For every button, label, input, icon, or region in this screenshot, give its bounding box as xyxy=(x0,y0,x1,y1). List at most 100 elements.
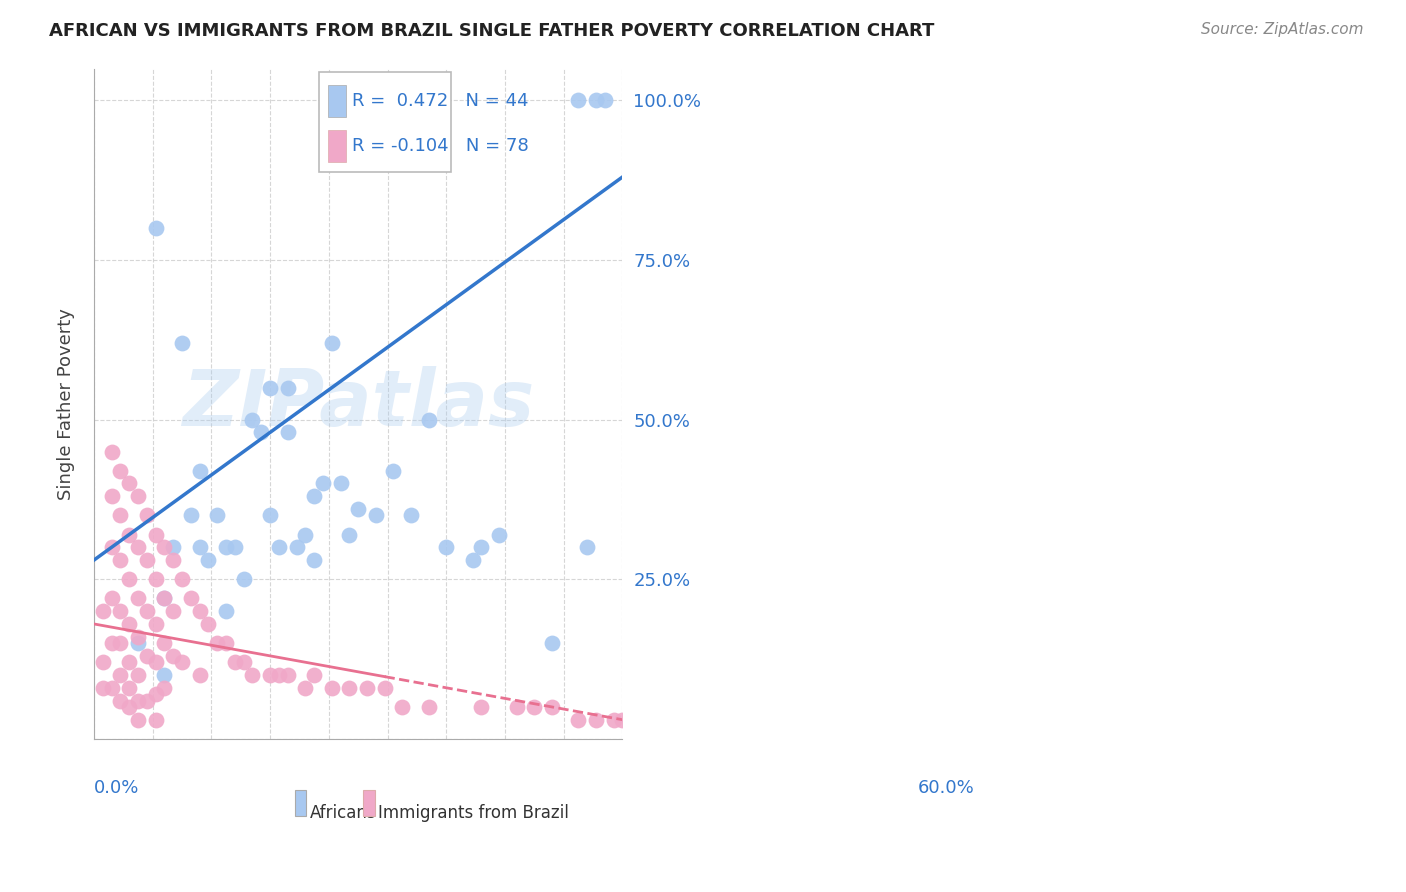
Point xyxy=(145,527,167,541)
Point xyxy=(197,616,219,631)
Point xyxy=(127,591,149,606)
Text: Source: ZipAtlas.com: Source: ZipAtlas.com xyxy=(1201,22,1364,37)
FancyBboxPatch shape xyxy=(295,790,307,816)
Point xyxy=(541,700,564,714)
Point xyxy=(127,541,149,555)
Point xyxy=(100,591,122,606)
Point xyxy=(232,572,254,586)
Point xyxy=(197,553,219,567)
Point xyxy=(259,508,281,523)
Point xyxy=(162,553,184,567)
Point xyxy=(118,700,141,714)
Point xyxy=(224,541,246,555)
Point xyxy=(91,604,114,618)
Text: Immigrants from Brazil: Immigrants from Brazil xyxy=(378,804,569,822)
Point xyxy=(612,713,634,727)
Point xyxy=(127,630,149,644)
Text: 60.0%: 60.0% xyxy=(918,779,974,797)
Point xyxy=(162,648,184,663)
Point xyxy=(127,489,149,503)
Point xyxy=(170,336,193,351)
Point xyxy=(100,541,122,555)
Point xyxy=(110,604,132,618)
Point xyxy=(302,553,325,567)
Point xyxy=(118,681,141,695)
Point xyxy=(321,681,343,695)
Point xyxy=(91,681,114,695)
Point xyxy=(145,687,167,701)
Point xyxy=(110,553,132,567)
Point xyxy=(180,591,202,606)
Point xyxy=(470,541,492,555)
Point xyxy=(585,713,607,727)
Point xyxy=(242,412,264,426)
Point xyxy=(110,693,132,707)
Point xyxy=(135,553,157,567)
Point xyxy=(215,604,238,618)
Point xyxy=(188,668,211,682)
Point xyxy=(259,381,281,395)
Text: R = -0.104   N = 78: R = -0.104 N = 78 xyxy=(353,136,529,154)
Point xyxy=(488,527,510,541)
Point xyxy=(162,541,184,555)
Point xyxy=(135,648,157,663)
Point xyxy=(541,636,564,650)
Point xyxy=(153,668,176,682)
Point xyxy=(232,655,254,669)
Point xyxy=(285,541,308,555)
Point xyxy=(294,681,316,695)
Point xyxy=(153,681,176,695)
Point xyxy=(224,655,246,669)
Point xyxy=(118,616,141,631)
Point xyxy=(294,527,316,541)
Point xyxy=(118,572,141,586)
Point xyxy=(391,700,413,714)
Point xyxy=(418,700,440,714)
Point xyxy=(461,553,484,567)
Point xyxy=(329,476,352,491)
Point xyxy=(110,508,132,523)
Point xyxy=(118,476,141,491)
Point xyxy=(145,572,167,586)
Point xyxy=(207,636,229,650)
Point xyxy=(188,541,211,555)
Point xyxy=(162,604,184,618)
Point xyxy=(135,604,157,618)
Point xyxy=(277,425,299,440)
Text: AFRICAN VS IMMIGRANTS FROM BRAZIL SINGLE FATHER POVERTY CORRELATION CHART: AFRICAN VS IMMIGRANTS FROM BRAZIL SINGLE… xyxy=(49,22,935,40)
Point xyxy=(188,604,211,618)
Point xyxy=(153,541,176,555)
Point xyxy=(145,616,167,631)
FancyBboxPatch shape xyxy=(328,129,346,161)
Point xyxy=(110,464,132,478)
Point xyxy=(470,700,492,714)
Point xyxy=(242,668,264,682)
Point xyxy=(170,572,193,586)
Point xyxy=(277,381,299,395)
Point xyxy=(153,591,176,606)
Point xyxy=(127,668,149,682)
Point xyxy=(215,541,238,555)
Point xyxy=(153,636,176,650)
Point xyxy=(127,713,149,727)
Point xyxy=(302,668,325,682)
Point xyxy=(207,508,229,523)
Point xyxy=(100,681,122,695)
Point xyxy=(567,713,589,727)
Point xyxy=(127,636,149,650)
Y-axis label: Single Father Poverty: Single Father Poverty xyxy=(58,308,75,500)
Text: R =  0.472   N = 44: R = 0.472 N = 44 xyxy=(353,92,529,110)
Point xyxy=(277,668,299,682)
Point xyxy=(364,508,387,523)
Point xyxy=(337,527,360,541)
Text: ZIPatlas: ZIPatlas xyxy=(181,366,534,442)
Point xyxy=(110,636,132,650)
Point xyxy=(127,693,149,707)
Point xyxy=(100,489,122,503)
Point xyxy=(170,655,193,669)
Point xyxy=(337,681,360,695)
Point xyxy=(100,636,122,650)
Point xyxy=(576,541,599,555)
Point xyxy=(110,668,132,682)
Point xyxy=(250,425,273,440)
